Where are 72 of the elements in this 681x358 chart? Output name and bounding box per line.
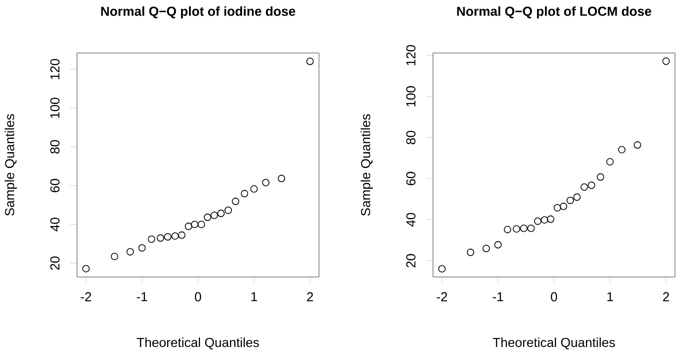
x-tick-label: 1 [251,292,258,302]
point [606,158,614,166]
point [278,174,286,182]
point [466,248,474,256]
y-tick-label: 60 [406,172,416,186]
point [554,204,562,212]
point [224,206,232,214]
point [504,226,512,234]
point [618,146,626,154]
chart-title: Normal Q−Q plot of LOCM dose [457,6,652,18]
point [148,235,156,243]
point [184,222,192,230]
point [190,220,198,228]
point [580,183,588,191]
point [494,241,502,248]
point [210,212,218,220]
x-tick-label: -1 [492,292,504,302]
y-tick-label: 120 [406,45,416,66]
y-tick-label: 40 [50,218,60,232]
point [546,215,554,223]
x-tick-label: 0 [194,292,202,302]
point [198,220,206,228]
point [540,216,548,224]
point [512,225,520,233]
y-axis-title: Sample Quantiles [4,114,17,216]
point [110,252,118,260]
point [520,224,528,232]
point [82,264,90,272]
point [566,196,574,204]
point [178,231,186,239]
point [438,265,446,272]
point [306,58,314,66]
point [156,234,164,242]
y-tick-label: 20 [50,256,60,270]
y-tick-label: 40 [406,212,416,227]
x-tick-label: 2 [663,292,669,302]
x-tick-label: 2 [307,292,313,302]
chart-title: Normal Q−Q plot of iodine dose [101,6,296,18]
x-tick-label: -2 [80,292,92,302]
x-tick-label: 0 [550,292,558,302]
y-tick-label: 60 [50,178,60,192]
x-tick-label: 1 [607,292,613,302]
point [204,214,212,221]
point [588,182,596,189]
point [527,224,535,232]
point [662,58,670,65]
x-tick-label: -2 [436,292,448,302]
point [262,178,270,186]
x-axis-title: Theoretical Quantiles [492,338,615,350]
point [232,198,240,206]
point [126,248,134,256]
y-tick-label: 100 [406,86,416,106]
point [250,185,258,193]
point [240,190,248,198]
y-tick-label: 80 [50,140,60,154]
point [171,232,179,240]
x-tick-label: -1 [136,292,148,302]
y-axis-title: Sample Quantiles [360,114,373,216]
y-tick-label: 120 [50,58,60,80]
point [138,244,146,252]
point [573,193,581,201]
y-tick-label: 100 [50,98,60,118]
point [217,210,225,218]
y-tick-label: 20 [406,254,416,268]
point [482,244,490,252]
point [634,141,642,149]
point [596,173,604,181]
point [560,202,568,210]
point [534,217,542,225]
point [164,233,172,241]
y-tick-label: 80 [406,130,416,144]
x-axis-title: Theoretical Quantiles [136,338,259,350]
